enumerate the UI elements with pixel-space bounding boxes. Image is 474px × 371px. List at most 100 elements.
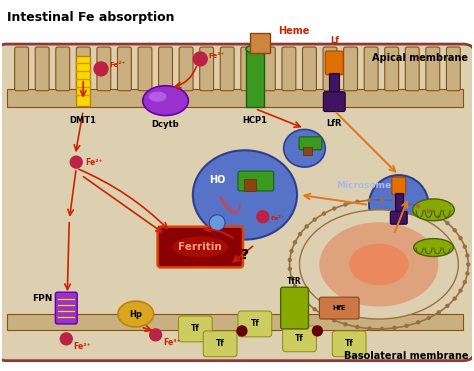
Bar [329,73,339,95]
Circle shape [299,293,301,296]
Circle shape [466,254,469,257]
Ellipse shape [246,45,264,53]
Circle shape [333,319,336,322]
Circle shape [305,225,308,228]
Ellipse shape [369,175,428,234]
Text: DMT1: DMT1 [70,115,97,125]
Ellipse shape [414,239,453,256]
Circle shape [305,301,308,304]
Circle shape [344,323,347,326]
Circle shape [459,237,462,240]
Text: Intestinal Fe absorption: Intestinal Fe absorption [7,11,174,24]
FancyBboxPatch shape [392,177,406,195]
Circle shape [94,62,108,76]
Circle shape [381,327,383,330]
Circle shape [313,218,316,221]
Circle shape [446,304,449,307]
Circle shape [437,311,440,314]
FancyBboxPatch shape [364,47,378,91]
Text: Ferritin: Ferritin [178,242,222,252]
Circle shape [313,308,316,311]
Circle shape [446,221,449,224]
FancyBboxPatch shape [178,316,212,342]
FancyBboxPatch shape [282,47,296,91]
Circle shape [293,285,296,288]
Circle shape [70,156,82,168]
Circle shape [290,276,293,279]
FancyBboxPatch shape [97,47,111,91]
Circle shape [290,250,293,253]
Circle shape [467,263,470,266]
Circle shape [428,316,430,319]
FancyBboxPatch shape [332,331,366,357]
Circle shape [466,272,469,275]
FancyBboxPatch shape [391,211,407,224]
Circle shape [288,267,292,270]
FancyBboxPatch shape [179,47,193,91]
Circle shape [356,200,359,203]
FancyBboxPatch shape [325,51,343,75]
FancyBboxPatch shape [405,47,419,91]
FancyBboxPatch shape [203,331,237,357]
Circle shape [368,327,371,330]
Circle shape [368,199,371,202]
FancyBboxPatch shape [385,47,399,91]
FancyBboxPatch shape [157,227,243,267]
Circle shape [356,325,359,328]
Text: Fe²⁺: Fe²⁺ [85,158,103,167]
FancyBboxPatch shape [55,292,77,324]
Text: Fe²⁺: Fe²⁺ [73,342,91,351]
FancyBboxPatch shape [56,47,70,91]
FancyBboxPatch shape [138,47,152,91]
Ellipse shape [193,150,297,240]
Circle shape [393,326,396,329]
FancyBboxPatch shape [344,47,357,91]
Circle shape [193,52,207,66]
FancyBboxPatch shape [238,171,273,191]
Circle shape [459,289,462,292]
Text: Microsome: Microsome [337,181,392,190]
Circle shape [453,229,456,232]
Circle shape [405,201,408,204]
FancyBboxPatch shape [302,47,317,91]
Text: Fe³⁺: Fe³⁺ [208,53,224,59]
Text: Apical membrane: Apical membrane [372,53,468,63]
FancyBboxPatch shape [319,297,359,319]
Text: HO: HO [209,175,225,185]
Circle shape [322,314,326,317]
FancyBboxPatch shape [299,137,322,150]
Text: Fe²⁺: Fe²⁺ [109,62,125,68]
Circle shape [60,333,72,345]
FancyBboxPatch shape [323,47,337,91]
Ellipse shape [300,210,458,319]
Circle shape [437,215,440,218]
Text: Fe²⁺: Fe²⁺ [271,216,285,221]
FancyBboxPatch shape [447,47,460,91]
Ellipse shape [173,237,228,257]
Text: TfR: TfR [287,277,302,286]
Bar [7,89,463,106]
Text: FPN: FPN [32,294,53,303]
FancyBboxPatch shape [35,47,49,91]
Ellipse shape [319,222,438,306]
Circle shape [405,324,408,327]
Circle shape [312,326,322,336]
Text: LfR: LfR [327,118,342,128]
Circle shape [237,326,247,336]
FancyBboxPatch shape [200,47,214,91]
FancyBboxPatch shape [118,47,131,91]
Circle shape [393,199,396,202]
Circle shape [333,207,336,210]
Circle shape [463,281,466,284]
Text: Tf: Tf [345,339,354,348]
Bar [395,193,403,213]
Circle shape [381,198,383,201]
FancyBboxPatch shape [15,47,28,91]
Text: Heme: Heme [278,26,309,36]
Text: Hp: Hp [129,309,142,319]
Text: Tf: Tf [191,324,200,334]
Text: ?: ? [241,247,249,262]
FancyBboxPatch shape [281,287,309,329]
FancyBboxPatch shape [0,44,474,361]
Circle shape [150,329,162,341]
